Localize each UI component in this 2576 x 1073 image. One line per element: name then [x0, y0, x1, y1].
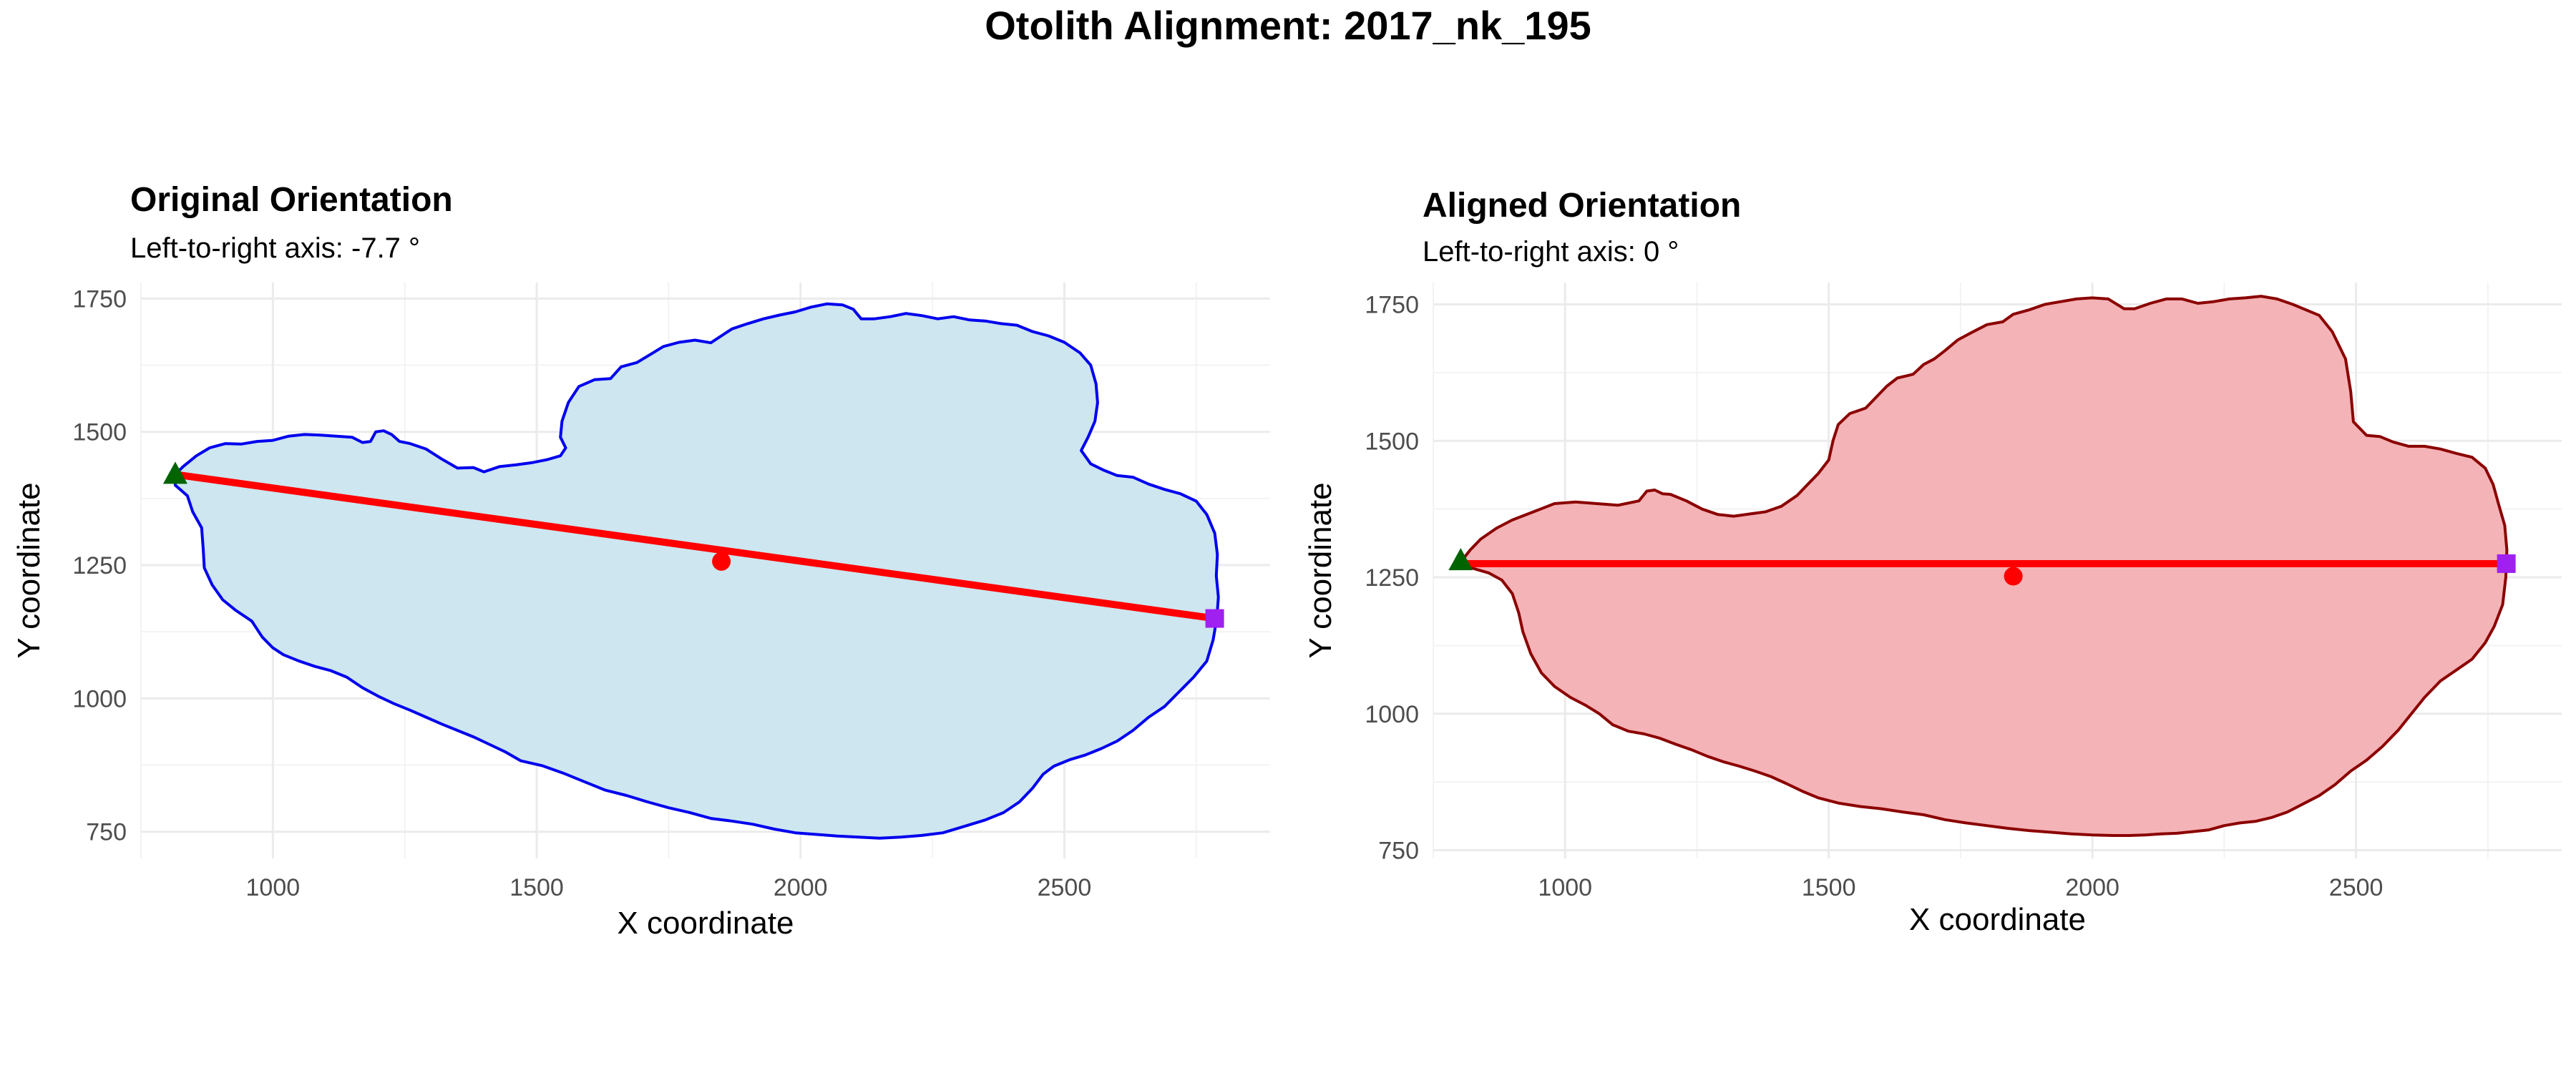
x-tick-label: 2000 — [774, 874, 828, 901]
y-tick-label: 750 — [86, 819, 127, 846]
y-tick-label: 750 — [1378, 838, 1419, 865]
end-point-marker — [2497, 554, 2516, 573]
x-tick-label: 1000 — [1538, 874, 1592, 901]
x-axis-title: X coordinate — [1909, 902, 2086, 937]
centroid-point — [712, 552, 731, 571]
y-tick-label: 1750 — [1365, 292, 1419, 319]
y-tick-label: 1000 — [72, 685, 127, 712]
panel-title: Aligned Orientation — [1423, 187, 1741, 225]
centroid-point — [2004, 567, 2023, 586]
x-tick-label: 2500 — [1038, 874, 1092, 901]
axis-line — [175, 471, 1216, 622]
y-tick-label: 1000 — [1365, 701, 1419, 728]
y-tick-label: 1250 — [1365, 564, 1419, 592]
y-tick-label: 1250 — [72, 552, 127, 579]
x-tick-label: 1500 — [509, 874, 564, 901]
panel-1: Original Orientation Left-to-right axis: … — [11, 181, 1270, 941]
y-tick-label: 1750 — [72, 285, 127, 313]
y-axis-title: Y coordinate — [11, 482, 47, 658]
end-point-marker — [1205, 609, 1224, 628]
panel-subtitle: Left-to-right axis: 0 ° — [1423, 236, 1679, 268]
panel-title: Original Orientation — [130, 181, 453, 219]
x-tick-label: 1500 — [1802, 874, 1856, 901]
otolith-outline — [173, 302, 1220, 840]
y-tick-label: 1500 — [1365, 428, 1419, 455]
figure-title: Otolith Alignment: 2017_nk_195 — [985, 3, 1591, 48]
x-axis-title: X coordinate — [617, 906, 794, 941]
y-tick-label: 1500 — [72, 419, 127, 446]
x-tick-label: 2000 — [2065, 874, 2119, 901]
y-axis-title: Y coordinate — [1303, 482, 1338, 658]
panel-subtitle: Left-to-right axis: -7.7 ° — [130, 232, 420, 264]
panel-2: Aligned Orientation Left-to-right axis: 0… — [1303, 187, 2562, 937]
start-point-marker — [162, 461, 187, 484]
x-tick-label: 2500 — [2329, 874, 2384, 901]
start-point-marker — [1448, 548, 1473, 571]
x-tick-label: 1000 — [246, 874, 301, 901]
